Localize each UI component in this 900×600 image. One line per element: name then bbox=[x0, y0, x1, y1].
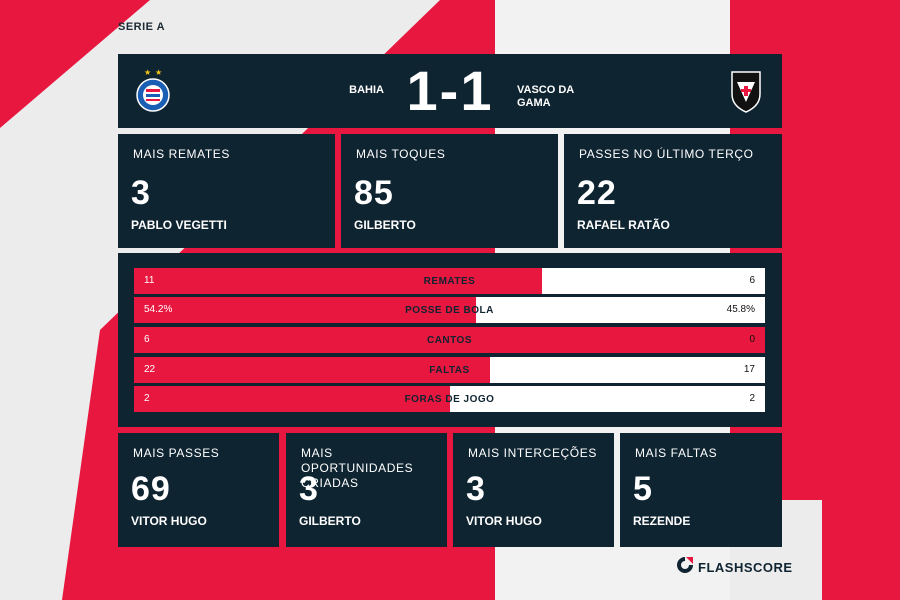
stat-card-final-third-passes: PASSES NO ÚLTIMO TERÇO 22 RAFAEL RATÃO bbox=[564, 134, 782, 248]
card-label: MAIS INTERCEÇÕES bbox=[468, 446, 597, 460]
card-value: 22 bbox=[577, 174, 617, 212]
card-player: VITOR HUGO bbox=[466, 514, 542, 528]
stat-away-value: 6 bbox=[749, 275, 755, 286]
card-player: VITOR HUGO bbox=[131, 514, 207, 528]
stat-name: CANTOS bbox=[426, 335, 473, 346]
svg-text:★: ★ bbox=[144, 68, 151, 77]
flashscore-logo-icon bbox=[676, 556, 694, 579]
stat-card-most-touches: MAIS TOQUES 85 GILBERTO bbox=[341, 134, 558, 248]
scoreboard: ★ ★ BAHIA 1-1 VASCO DA GAMA bbox=[118, 54, 782, 128]
vasco-crest-icon bbox=[728, 68, 764, 119]
stat-away-value: 2 bbox=[749, 393, 755, 404]
card-value: 3 bbox=[299, 470, 319, 508]
card-value: 3 bbox=[131, 174, 151, 212]
card-player: RAFAEL RATÃO bbox=[577, 218, 670, 232]
away-team-name: VASCO DA GAMA bbox=[517, 84, 574, 109]
card-label: MAIS REMATES bbox=[133, 147, 230, 161]
stat-away-value: 45.8% bbox=[726, 304, 755, 315]
stat-home-value: 22 bbox=[144, 364, 156, 375]
stat-row-corners: 6 CANTOS 0 bbox=[134, 327, 765, 353]
stat-row-fouls: 22 FALTAS 17 bbox=[134, 357, 765, 383]
stat-bar-home bbox=[134, 297, 476, 323]
card-player: REZENDE bbox=[633, 514, 691, 528]
stat-card-interceptions: MAIS INTERCEÇÕES 3 VITOR HUGO bbox=[453, 433, 614, 547]
stat-row-possession: 54.2% POSSE DE BOLA 45.8% bbox=[134, 297, 765, 323]
match-score: 1-1 bbox=[406, 59, 494, 122]
stat-card-most-fouls: MAIS FALTAS 5 REZENDE bbox=[620, 433, 782, 547]
stat-bar-home bbox=[134, 386, 450, 412]
card-label: MAIS PASSES bbox=[133, 446, 220, 460]
brand-name: FLASHSCORE bbox=[698, 560, 793, 575]
card-value: 69 bbox=[131, 470, 171, 508]
stat-bar-home bbox=[134, 268, 543, 294]
flashscore-brand: FLASHSCORE bbox=[676, 556, 793, 579]
bahia-crest-icon: ★ ★ bbox=[134, 68, 174, 121]
stat-home-value: 54.2% bbox=[144, 304, 173, 315]
card-label: MAIS TOQUES bbox=[356, 147, 446, 161]
stat-name: POSSE DE BOLA bbox=[405, 305, 494, 316]
card-player: PABLO VEGETTI bbox=[131, 218, 227, 232]
card-label: MAIS FALTAS bbox=[635, 446, 718, 460]
stat-home-value: 6 bbox=[144, 334, 150, 345]
card-value: 5 bbox=[633, 470, 653, 508]
league-title: SERIE A bbox=[118, 21, 166, 33]
stat-away-value: 0 bbox=[749, 334, 755, 345]
stat-card-chances-created: MAIS OPORTUNIDADES CRIADAS 3 GILBERTO bbox=[286, 433, 447, 547]
card-value: 3 bbox=[466, 470, 486, 508]
stat-bar-home bbox=[134, 327, 765, 353]
stat-bar-home bbox=[134, 357, 490, 383]
stat-row-shots: 11 REMATES 6 bbox=[134, 268, 765, 294]
stat-home-value: 11 bbox=[144, 275, 155, 286]
stat-away-value: 17 bbox=[743, 364, 755, 375]
card-player: GILBERTO bbox=[299, 514, 361, 528]
stat-home-value: 2 bbox=[144, 393, 150, 404]
card-player: GILBERTO bbox=[354, 218, 416, 232]
stat-card-most-passes: MAIS PASSES 69 VITOR HUGO bbox=[118, 433, 279, 547]
card-label: PASSES NO ÚLTIMO TERÇO bbox=[579, 147, 754, 161]
home-team-name: BAHIA bbox=[349, 84, 384, 96]
stat-name: FORAS DE JOGO bbox=[404, 394, 495, 405]
card-label: MAIS OPORTUNIDADES CRIADAS bbox=[301, 446, 414, 490]
stat-row-offsides: 2 FORAS DE JOGO 2 bbox=[134, 386, 765, 412]
stats-comparison-panel: 11 REMATES 6 54.2% POSSE DE BOLA 45.8% 6… bbox=[118, 253, 782, 427]
svg-text:★: ★ bbox=[155, 68, 162, 77]
card-value: 85 bbox=[354, 174, 394, 212]
stat-name: FALTAS bbox=[429, 365, 470, 376]
stat-name: REMATES bbox=[423, 276, 476, 287]
stat-card-most-shots: MAIS REMATES 3 PABLO VEGETTI bbox=[118, 134, 335, 248]
